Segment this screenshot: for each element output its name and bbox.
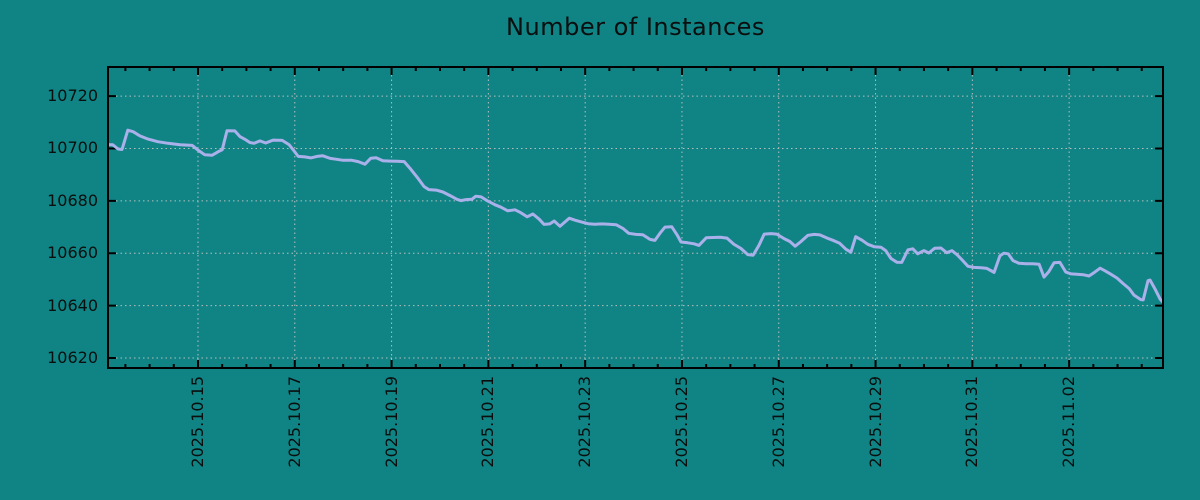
x-tick-label: 2025.10.25 <box>671 376 691 468</box>
y-tick-label: 10660 <box>47 243 98 263</box>
y-tick-label: 10680 <box>47 190 98 210</box>
x-tick-label: 2025.10.23 <box>575 376 595 468</box>
plot-area <box>107 66 1164 369</box>
y-tick-label: 10640 <box>47 295 98 315</box>
x-tick-label: 2025.10.15 <box>187 376 207 468</box>
x-tick-label: 2025.10.27 <box>768 376 788 468</box>
y-tick-label: 10700 <box>47 138 98 158</box>
y-tick-label: 10720 <box>47 86 98 106</box>
x-tick-label: 2025.10.21 <box>478 376 498 468</box>
x-tick-label: 2025.10.31 <box>962 376 982 468</box>
chart-title: Number of Instances <box>506 13 765 41</box>
x-tick-label: 2025.10.17 <box>284 376 304 468</box>
plot-border <box>107 66 1164 369</box>
data-line <box>107 128 1164 305</box>
y-tick-label: 10620 <box>47 348 98 367</box>
x-tick-label: 2025.10.19 <box>381 376 401 468</box>
x-tick-label: 2025.11.02 <box>1059 376 1079 468</box>
x-tick-label: 2025.10.29 <box>865 376 885 468</box>
